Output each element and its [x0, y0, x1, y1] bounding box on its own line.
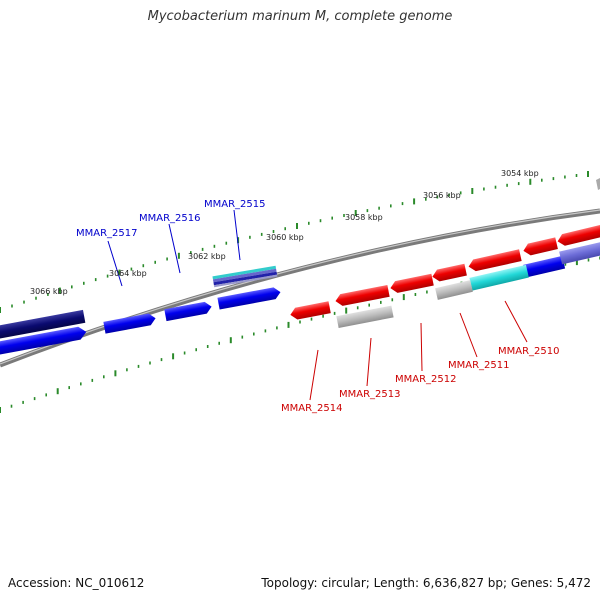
- tick-label-3054: 3054 kbp: [501, 169, 539, 178]
- genome-summary-text: Topology: circular; Length: 6,636,827 bp…: [261, 576, 591, 590]
- gene-arrow-red-right-1: [523, 237, 558, 256]
- reverse-leader-lines: [309, 300, 528, 401]
- gene-label-mmar-2511: MMAR_2511: [448, 360, 510, 371]
- gene-arrow-mmar-2512: [390, 273, 434, 293]
- accession-text: Accession: NC_010612: [8, 576, 145, 590]
- gene-label-mmar-2517: MMAR_2517: [76, 228, 138, 239]
- tick-label-3060: 3060 kbp: [266, 233, 304, 242]
- gene-arrow-mmar-2516: [164, 301, 212, 322]
- gene-arrow-mmar-2511-gray: [435, 280, 473, 300]
- forward-strand-genes: [0, 241, 600, 356]
- gene-arrow-gray-edge: [596, 178, 600, 190]
- gene-label-mmar-2514: MMAR_2514: [281, 403, 343, 414]
- gene-arrow-navy: [0, 309, 86, 341]
- gene-arrow-mmar-2511: [432, 263, 467, 282]
- tick-labels: 3054 kbp 3056 kbp 3058 kbp 3060 kbp 3062…: [30, 169, 539, 296]
- gene-label-mmar-2513: MMAR_2513: [339, 389, 401, 400]
- gene-label-mmar-2516: MMAR_2516: [139, 213, 201, 224]
- gene-arrow-mmar-2515: [217, 287, 281, 310]
- gene-arrow-mmar-2510-cyan: [469, 264, 529, 291]
- tick-label-3062: 3062 kbp: [188, 252, 226, 261]
- gene-label-mmar-2512: MMAR_2512: [395, 374, 457, 385]
- forward-gene-labels: MMAR_2517 MMAR_2516 MMAR_2515: [76, 199, 266, 239]
- gene-label-mmar-2515: MMAR_2515: [204, 199, 266, 210]
- tick-track-outer: [0, 171, 589, 313]
- gene-arrow-mmar-2513: [335, 284, 390, 306]
- gene-arrow-red-right-2: [557, 223, 600, 246]
- genome-title: Mycobacterium marinum M, complete genome: [147, 9, 453, 24]
- tick-label-3064: 3064 kbp: [109, 269, 147, 278]
- gene-arrow-blue-right: [523, 255, 566, 278]
- gene-arrow-mmar-2514: [290, 301, 331, 320]
- tick-label-3056: 3056 kbp: [423, 191, 461, 200]
- gene-arrow-lavender: [559, 241, 600, 265]
- gene-arrow-blue-large: [0, 326, 87, 356]
- gene-arrow-mmar-2517: [103, 313, 156, 334]
- tick-label-3066: 3066 kbp: [30, 287, 68, 296]
- gene-arrow-mmar-2513-gray: [336, 305, 394, 329]
- reverse-gene-labels: MMAR_2514 MMAR_2513 MMAR_2512 MMAR_2511 …: [281, 346, 560, 414]
- gene-label-mmar-2510: MMAR_2510: [498, 346, 560, 357]
- gene-stack-mmar-2515: [212, 265, 278, 288]
- forward-leader-lines: [107, 209, 241, 287]
- gene-arrow-mmar-2510: [468, 249, 522, 272]
- tick-label-3058: 3058 kbp: [345, 213, 383, 222]
- reverse-strand-genes: [290, 223, 600, 329]
